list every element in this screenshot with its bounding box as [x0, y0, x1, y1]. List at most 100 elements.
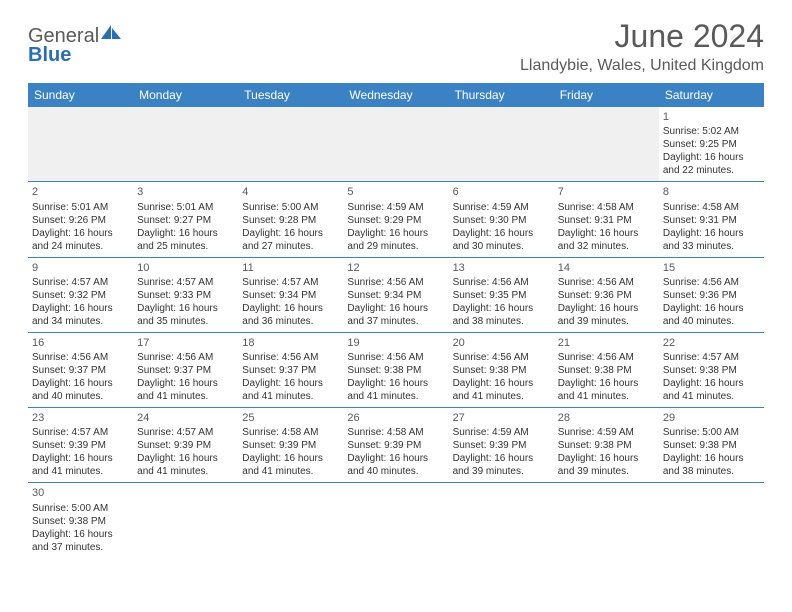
day-info-line: Sunrise: 4:57 AM — [242, 276, 339, 289]
day-info-line: and 25 minutes. — [137, 240, 234, 253]
day-info-line: and 22 minutes. — [663, 164, 760, 177]
calendar-day-cell — [133, 107, 238, 182]
day-info-line: Sunrise: 5:02 AM — [663, 125, 760, 138]
day-number: 10 — [137, 261, 234, 275]
calendar-day-cell: 6Sunrise: 4:59 AMSunset: 9:30 PMDaylight… — [449, 182, 554, 257]
day-number: 23 — [32, 411, 129, 425]
day-info-line: Sunset: 9:39 PM — [453, 439, 550, 452]
sail-icon — [101, 24, 123, 47]
day-info-line: Daylight: 16 hours — [137, 302, 234, 315]
logo-blue-wrap: Blue — [28, 44, 71, 67]
day-info-line: and 32 minutes. — [558, 240, 655, 253]
day-info-line: Sunset: 9:34 PM — [242, 289, 339, 302]
day-info-line: and 37 minutes. — [347, 315, 444, 328]
day-info-line: Sunset: 9:37 PM — [242, 364, 339, 377]
day-info-line: and 38 minutes. — [663, 465, 760, 478]
day-info-line: Sunrise: 4:58 AM — [558, 201, 655, 214]
day-number: 28 — [558, 411, 655, 425]
day-info-line: Sunrise: 4:58 AM — [663, 201, 760, 214]
calendar-day-cell: 10Sunrise: 4:57 AMSunset: 9:33 PMDayligh… — [133, 257, 238, 332]
day-info-line: Daylight: 16 hours — [242, 452, 339, 465]
day-info-line: Sunrise: 4:59 AM — [347, 201, 444, 214]
day-info-line: Sunset: 9:38 PM — [32, 515, 129, 528]
calendar-day-cell — [554, 107, 659, 182]
day-info-line: Daylight: 16 hours — [242, 302, 339, 315]
day-info-line: and 40 minutes. — [347, 465, 444, 478]
calendar-table: Sunday Monday Tuesday Wednesday Thursday… — [28, 83, 764, 558]
day-info-line: and 39 minutes. — [558, 315, 655, 328]
day-number: 8 — [663, 185, 760, 199]
day-info-line: Sunset: 9:34 PM — [347, 289, 444, 302]
day-number: 17 — [137, 336, 234, 350]
day-info-line: Daylight: 16 hours — [558, 227, 655, 240]
day-info-line: Daylight: 16 hours — [453, 227, 550, 240]
day-number: 1 — [663, 110, 760, 124]
day-info-line: Sunset: 9:31 PM — [663, 214, 760, 227]
day-info-line: and 30 minutes. — [453, 240, 550, 253]
calendar-day-cell: 16Sunrise: 4:56 AMSunset: 9:37 PMDayligh… — [28, 332, 133, 407]
day-info-line: Sunset: 9:27 PM — [137, 214, 234, 227]
day-info-line: Sunset: 9:25 PM — [663, 138, 760, 151]
day-info-line: Sunrise: 4:56 AM — [347, 276, 444, 289]
day-info-line: Daylight: 16 hours — [137, 452, 234, 465]
day-header: Thursday — [449, 83, 554, 107]
day-info-line: Sunset: 9:38 PM — [558, 364, 655, 377]
day-info-line: and 36 minutes. — [242, 315, 339, 328]
day-info-line: Daylight: 16 hours — [32, 452, 129, 465]
day-info-line: Sunset: 9:39 PM — [242, 439, 339, 452]
day-number: 15 — [663, 261, 760, 275]
day-info-line: Sunset: 9:39 PM — [347, 439, 444, 452]
day-number: 5 — [347, 185, 444, 199]
day-info-line: and 40 minutes. — [32, 390, 129, 403]
calendar-day-cell: 8Sunrise: 4:58 AMSunset: 9:31 PMDaylight… — [659, 182, 764, 257]
calendar-day-cell — [449, 107, 554, 182]
day-info-line: Daylight: 16 hours — [242, 377, 339, 390]
day-number: 7 — [558, 185, 655, 199]
day-header: Friday — [554, 83, 659, 107]
day-header: Tuesday — [238, 83, 343, 107]
day-info-line: and 40 minutes. — [663, 315, 760, 328]
day-info-line: and 38 minutes. — [453, 315, 550, 328]
day-info-line: Sunrise: 4:57 AM — [137, 426, 234, 439]
calendar-day-cell — [343, 107, 448, 182]
day-info-line: Sunrise: 4:56 AM — [453, 351, 550, 364]
day-number: 22 — [663, 336, 760, 350]
day-info-line: Sunset: 9:29 PM — [347, 214, 444, 227]
day-info-line: Sunset: 9:37 PM — [137, 364, 234, 377]
calendar-day-cell: 21Sunrise: 4:56 AMSunset: 9:38 PMDayligh… — [554, 332, 659, 407]
day-number: 24 — [137, 411, 234, 425]
day-info-line: Sunset: 9:38 PM — [663, 439, 760, 452]
day-info-line: and 27 minutes. — [242, 240, 339, 253]
day-info-line: Sunrise: 4:56 AM — [137, 351, 234, 364]
calendar-day-cell: 3Sunrise: 5:01 AMSunset: 9:27 PMDaylight… — [133, 182, 238, 257]
day-info-line: and 41 minutes. — [242, 390, 339, 403]
day-info-line: Sunrise: 5:01 AM — [32, 201, 129, 214]
calendar-week-row: 30Sunrise: 5:00 AMSunset: 9:38 PMDayligh… — [28, 483, 764, 558]
day-info-line: Sunrise: 4:56 AM — [558, 276, 655, 289]
day-info-line: Daylight: 16 hours — [347, 452, 444, 465]
day-number: 4 — [242, 185, 339, 199]
calendar-day-cell: 22Sunrise: 4:57 AMSunset: 9:38 PMDayligh… — [659, 332, 764, 407]
day-info-line: Sunrise: 4:59 AM — [453, 426, 550, 439]
day-info-line: Sunrise: 4:56 AM — [242, 351, 339, 364]
day-info-line: Daylight: 16 hours — [32, 227, 129, 240]
day-number: 3 — [137, 185, 234, 199]
calendar-week-row: 16Sunrise: 4:56 AMSunset: 9:37 PMDayligh… — [28, 332, 764, 407]
day-info-line: Daylight: 16 hours — [453, 302, 550, 315]
calendar-day-cell — [343, 483, 448, 558]
day-info-line: Sunrise: 4:56 AM — [32, 351, 129, 364]
day-info-line: and 37 minutes. — [32, 541, 129, 554]
day-header: Sunday — [28, 83, 133, 107]
day-number: 6 — [453, 185, 550, 199]
day-info-line: Sunrise: 5:00 AM — [32, 502, 129, 515]
day-info-line: Daylight: 16 hours — [663, 151, 760, 164]
title-block: June 2024 Llandybie, Wales, United Kingd… — [520, 18, 764, 75]
day-info-line: Sunset: 9:36 PM — [558, 289, 655, 302]
calendar-day-cell: 9Sunrise: 4:57 AMSunset: 9:32 PMDaylight… — [28, 257, 133, 332]
day-number: 25 — [242, 411, 339, 425]
day-header-row: Sunday Monday Tuesday Wednesday Thursday… — [28, 83, 764, 107]
calendar-day-cell — [449, 483, 554, 558]
logo-text-blue: Blue — [28, 44, 71, 66]
day-info-line: Sunrise: 5:00 AM — [242, 201, 339, 214]
day-number: 9 — [32, 261, 129, 275]
